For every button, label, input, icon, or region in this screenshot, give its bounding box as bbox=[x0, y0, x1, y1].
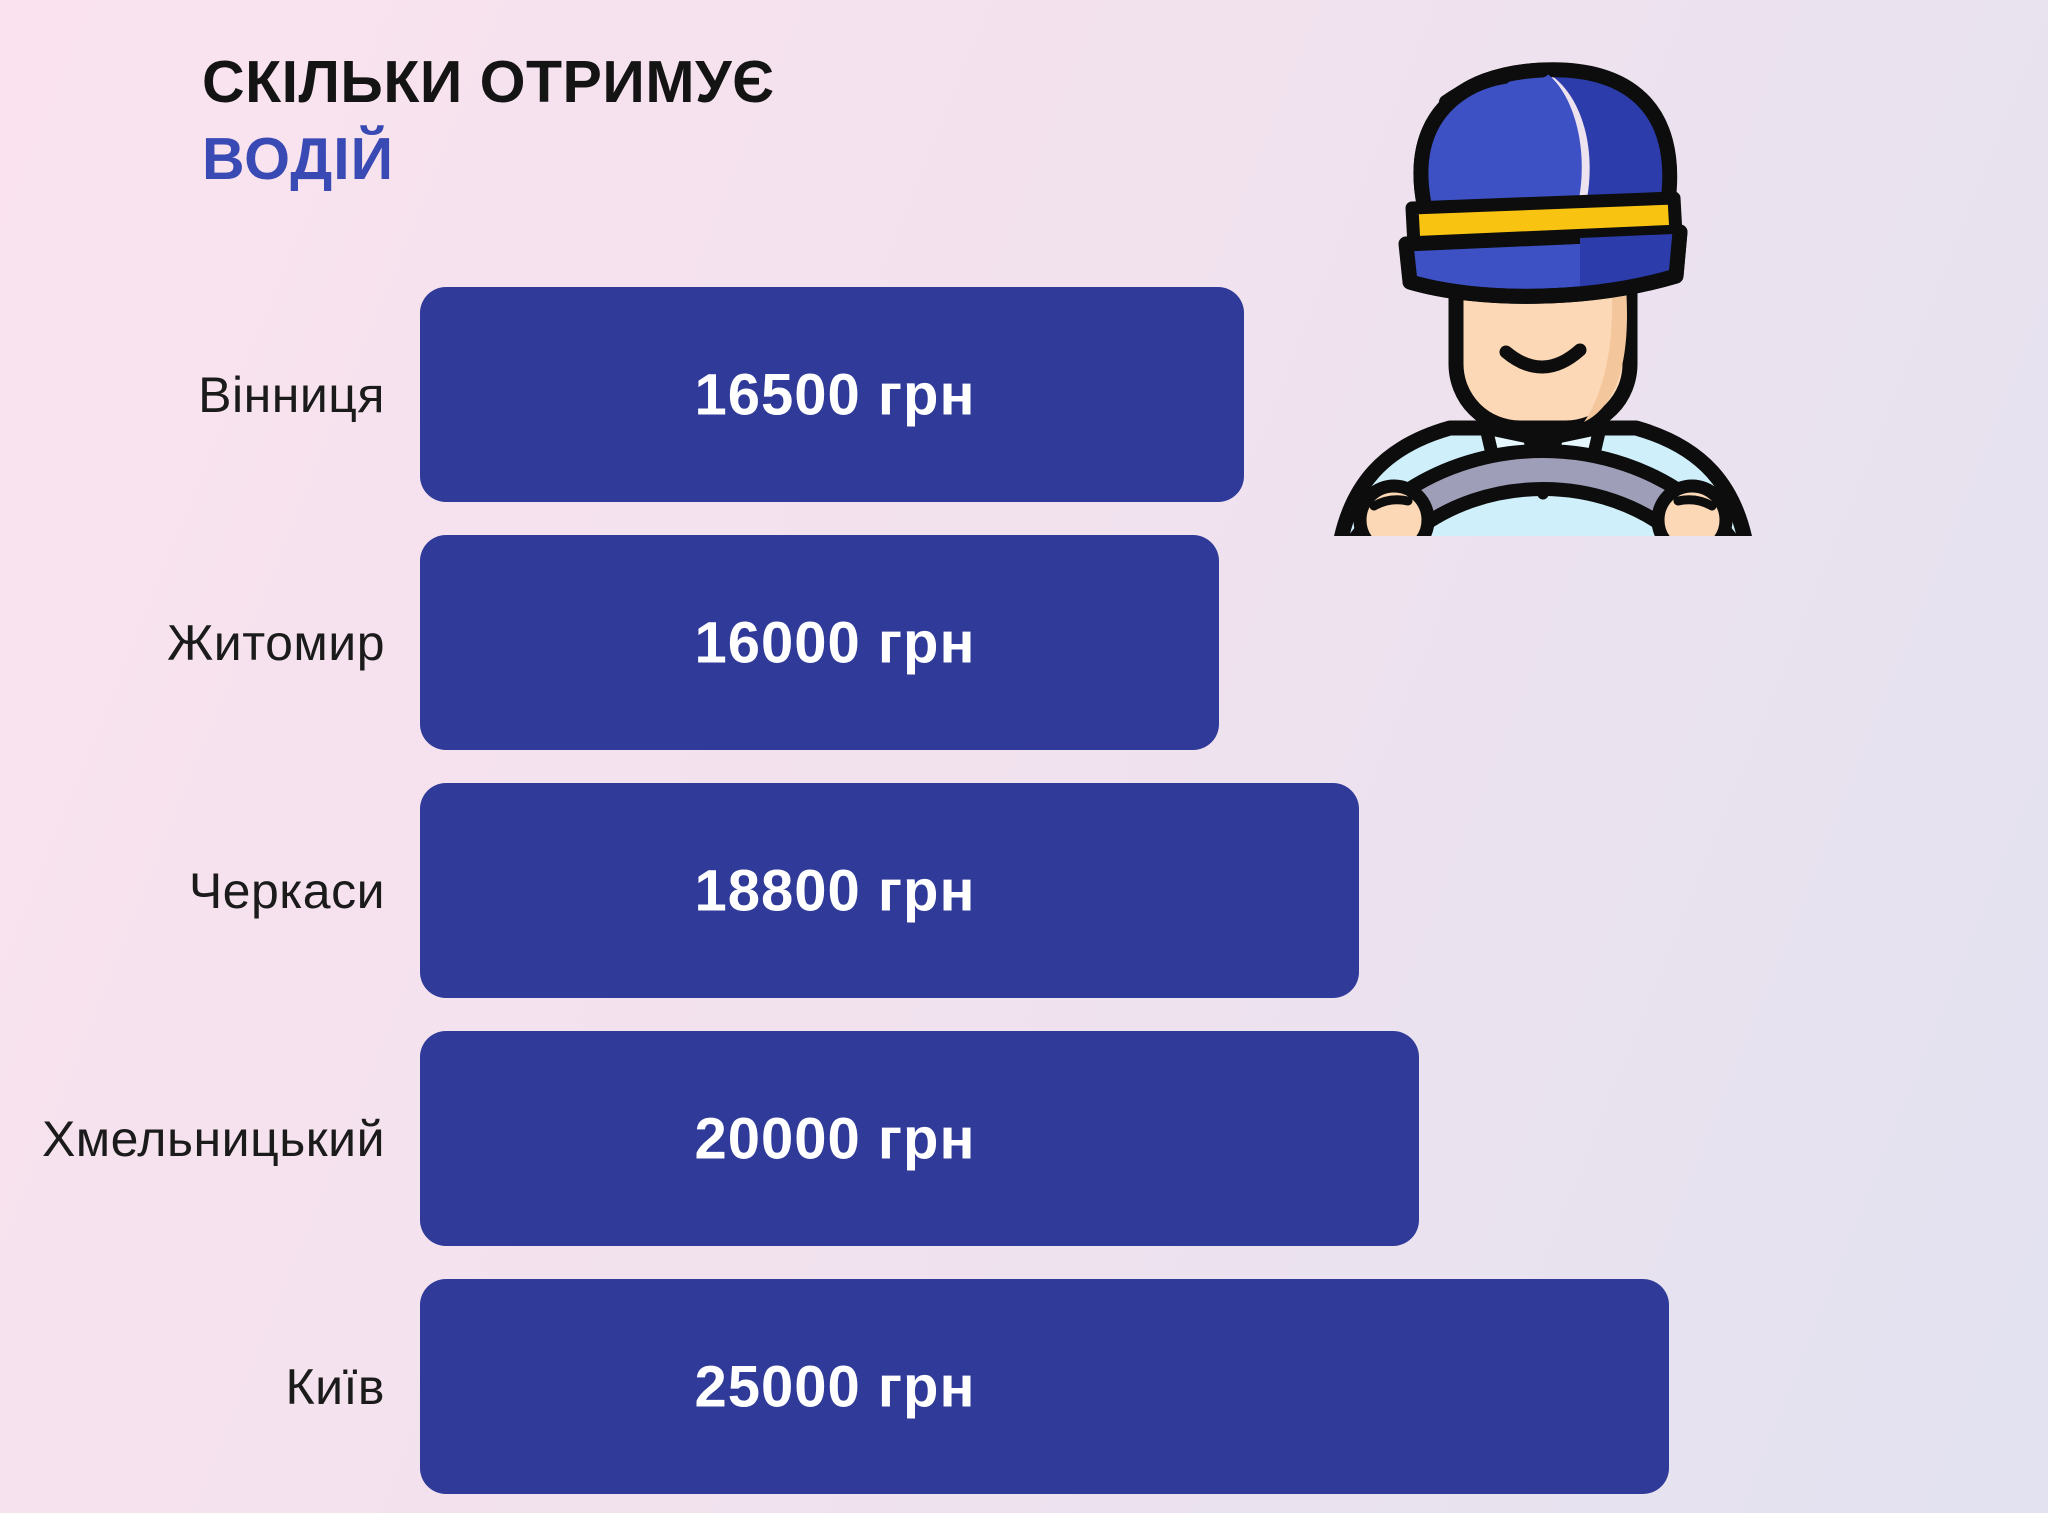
bar-row: Київ 25000 грн bbox=[0, 1279, 1669, 1494]
city-label: Житомир bbox=[167, 614, 385, 671]
salary-value-label: 16000 грн bbox=[694, 610, 976, 675]
city-label: Хмельницький bbox=[41, 1110, 385, 1167]
city-label: Черкаси bbox=[188, 862, 385, 919]
salary-bar: 18800 грн bbox=[420, 783, 1359, 998]
bar-row: Черкаси 18800 грн bbox=[0, 783, 1359, 998]
title-line-2: ВОДІЙ bbox=[202, 125, 395, 192]
salary-value-label: 20000 грн bbox=[694, 1106, 976, 1171]
salary-bar: 16000 грн bbox=[420, 535, 1219, 750]
salary-value-label: 16500 грн bbox=[694, 362, 976, 427]
city-label: Вінниця bbox=[198, 366, 385, 423]
bar-row: Житомир 16000 грн bbox=[0, 535, 1219, 750]
driver-icon bbox=[1328, 36, 1760, 536]
title-line-1: СКІЛЬКИ ОТРИМУЄ bbox=[202, 49, 775, 115]
page-title: СКІЛЬКИ ОТРИМУЄ ВОДІЙ bbox=[202, 44, 775, 197]
salary-bar: 20000 грн bbox=[420, 1031, 1419, 1246]
salary-value-label: 25000 грн bbox=[694, 1354, 976, 1419]
salary-bar: 16500 грн bbox=[420, 287, 1244, 502]
city-label: Київ bbox=[285, 1358, 385, 1415]
salary-bar: 25000 грн bbox=[420, 1279, 1669, 1494]
salary-value-label: 18800 грн bbox=[694, 858, 976, 923]
bar-row: Хмельницький 20000 грн bbox=[0, 1031, 1419, 1246]
bar-row: Вінниця 16500 грн bbox=[0, 287, 1244, 502]
